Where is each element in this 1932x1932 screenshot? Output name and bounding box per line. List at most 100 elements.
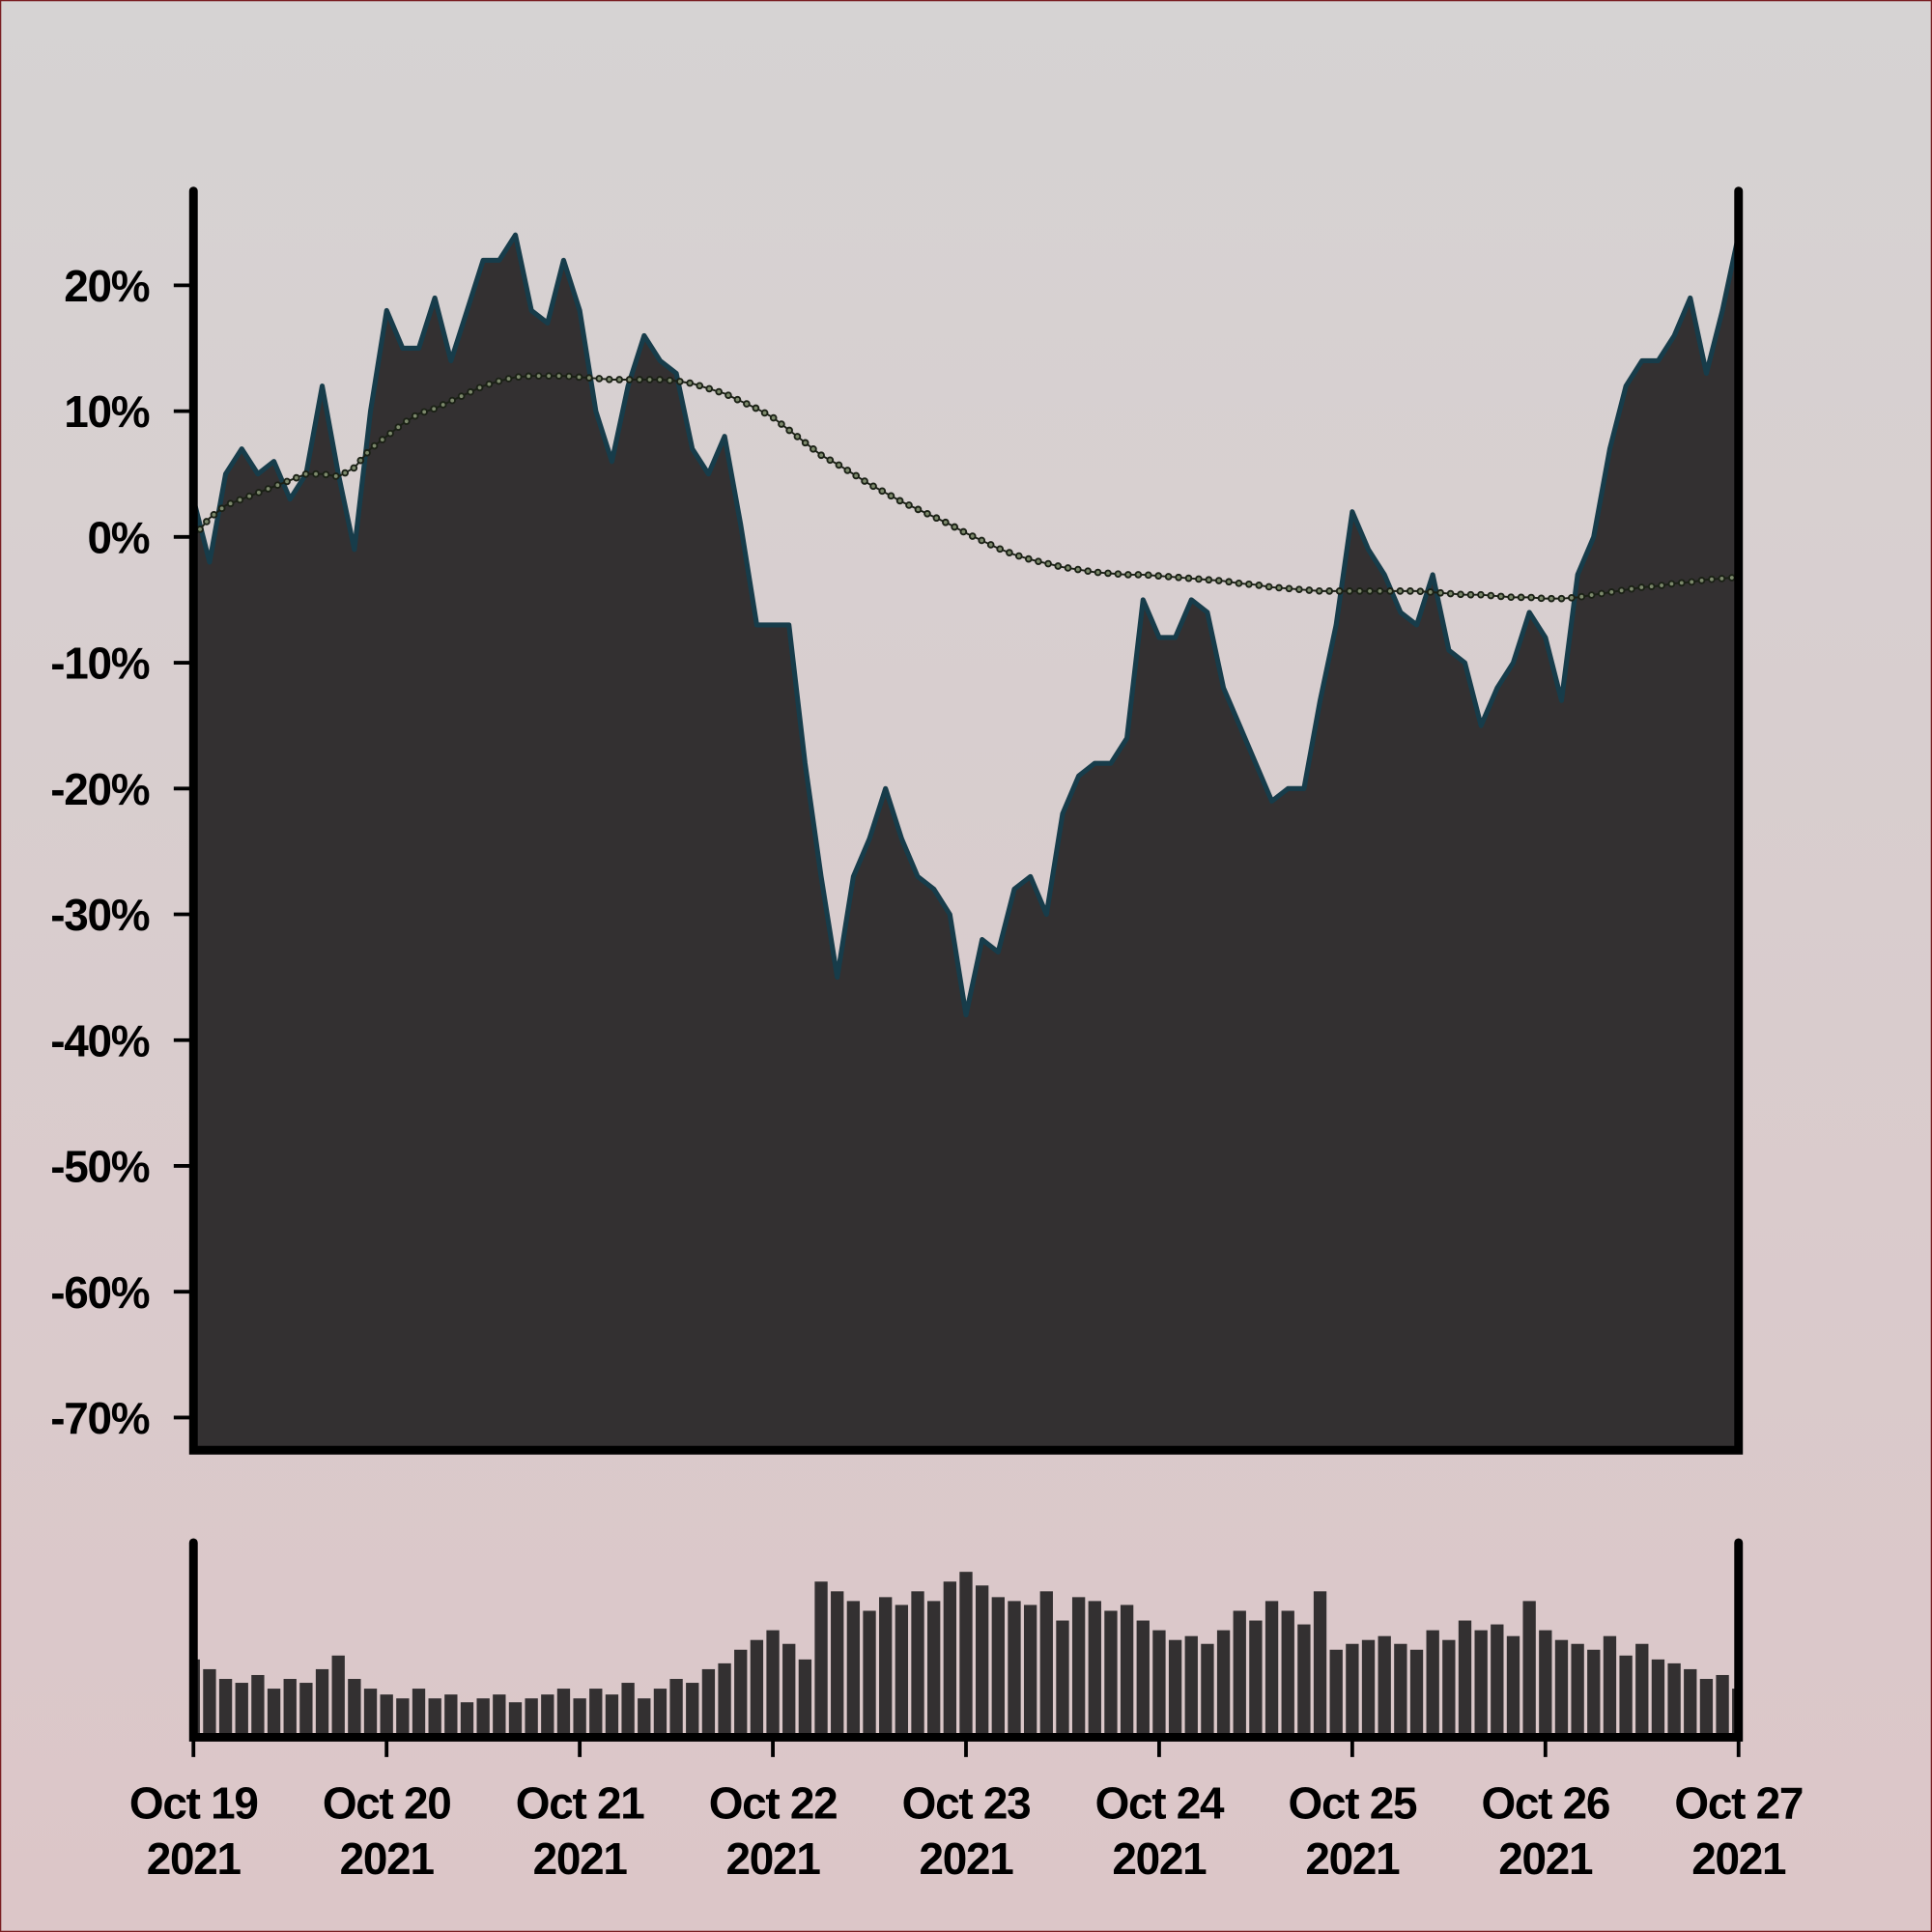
x-tick-label: Oct 26	[1481, 1778, 1609, 1829]
volume-bar	[1071, 1597, 1086, 1738]
volume-bar	[1506, 1635, 1520, 1738]
y-tick-label: -70%	[50, 1393, 150, 1443]
line-dots	[191, 374, 1741, 601]
volume-bar	[235, 1683, 248, 1738]
volume-bar	[621, 1683, 635, 1738]
volume-bar	[718, 1662, 731, 1738]
area	[193, 235, 1739, 1451]
volume-bar	[1120, 1605, 1134, 1738]
volume-bar	[750, 1639, 764, 1738]
volume-bar	[573, 1698, 586, 1738]
volume-bar	[1409, 1649, 1424, 1738]
x-tick-label: 2021	[726, 1833, 821, 1884]
volume-bar	[203, 1668, 216, 1738]
volume-bar	[1539, 1630, 1552, 1738]
x-tick-label: 2021	[1112, 1833, 1207, 1884]
y-tick-label: 10%	[64, 386, 150, 437]
volume-bar	[1249, 1620, 1263, 1738]
y-tick-label: 20%	[64, 261, 150, 311]
axes-frame	[188, 186, 1744, 1455]
volume-bar	[734, 1649, 748, 1738]
volume-bar	[444, 1694, 458, 1738]
volume-bar	[1297, 1624, 1311, 1738]
volume-bar	[782, 1643, 796, 1738]
volume-bar	[1088, 1601, 1101, 1738]
volume-bar	[218, 1679, 233, 1738]
volume-bar	[460, 1702, 474, 1738]
volume-bar	[1699, 1679, 1714, 1738]
volume-bar	[556, 1689, 571, 1738]
x-tick-label: 2021	[1498, 1833, 1593, 1884]
volume-bar	[879, 1597, 893, 1738]
volume-bar	[991, 1597, 1005, 1738]
y-tick-label: 0%	[88, 512, 150, 562]
y-tick-label: -40%	[50, 1015, 150, 1065]
volume-bar	[251, 1674, 265, 1738]
y-tick-label: -60%	[50, 1267, 150, 1318]
volume-bar	[1361, 1639, 1376, 1738]
volume-bar	[1684, 1668, 1697, 1738]
volume-bar	[299, 1683, 313, 1738]
volume-bar	[831, 1591, 844, 1738]
volume-bar	[1168, 1639, 1182, 1738]
volume-bar	[493, 1694, 506, 1738]
volume-bar	[701, 1668, 716, 1738]
volume-bar	[412, 1689, 426, 1738]
volume-bar	[638, 1698, 651, 1738]
volume-bar	[1619, 1655, 1633, 1738]
volume-bar	[1554, 1639, 1569, 1738]
volume-bar	[541, 1694, 554, 1738]
x-tick-label: Oct 24	[1095, 1778, 1225, 1829]
volume-bar	[814, 1581, 828, 1738]
x-tick-label: Oct 19	[129, 1778, 258, 1829]
volume-bar	[1008, 1601, 1021, 1738]
volume-bar	[1201, 1643, 1214, 1738]
volume-bar	[863, 1610, 876, 1738]
volume-bar	[1571, 1643, 1584, 1738]
x-tick-label: Oct 25	[1289, 1778, 1417, 1829]
volume-bar	[943, 1581, 957, 1738]
volume-bar	[1152, 1630, 1166, 1738]
volume-bar	[1184, 1635, 1198, 1738]
volume-bar	[1313, 1591, 1327, 1738]
volume-bar	[1104, 1610, 1118, 1738]
volume-bar	[895, 1605, 909, 1738]
volume-bar	[1635, 1643, 1649, 1738]
x-tick-label: 2021	[1305, 1833, 1400, 1884]
volume-bar	[686, 1683, 699, 1738]
volume-bar	[1491, 1624, 1504, 1738]
volume-bar	[428, 1698, 441, 1738]
y-tick-label: -20%	[50, 764, 150, 814]
volume-bar	[1442, 1639, 1456, 1738]
volume-bar	[589, 1689, 603, 1738]
volume-bar	[1264, 1601, 1279, 1738]
volume-bar	[476, 1698, 490, 1738]
volume-bar	[669, 1679, 683, 1738]
volume-bar	[798, 1659, 812, 1738]
volume-bar	[283, 1679, 297, 1738]
volume-bar	[1651, 1659, 1665, 1738]
volume-bar	[331, 1655, 345, 1738]
x-tick-label: Oct 27	[1674, 1778, 1803, 1829]
volume-bar	[766, 1630, 780, 1738]
x-tick-label: 2021	[919, 1833, 1013, 1884]
x-tick-label: 2021	[340, 1833, 435, 1884]
volume-bar	[363, 1689, 378, 1738]
volume-bar	[315, 1668, 329, 1738]
volume-bar	[1056, 1620, 1069, 1738]
volume-bar	[1281, 1610, 1294, 1738]
x-tick-label: 2021	[533, 1833, 628, 1884]
x-tick-label: Oct 22	[709, 1778, 838, 1829]
volume-bar	[1378, 1635, 1391, 1738]
volume-bar	[348, 1679, 361, 1738]
volume-bar	[1426, 1630, 1439, 1738]
y-tick-label: -50%	[50, 1142, 150, 1192]
volume-bar	[1039, 1591, 1053, 1738]
volume-bar	[1394, 1643, 1407, 1738]
volume-bar	[1458, 1620, 1472, 1738]
volume-bar	[846, 1601, 861, 1738]
volume-bar	[1716, 1674, 1729, 1738]
volume-bar	[1346, 1643, 1359, 1738]
x-tick-label: 2021	[147, 1833, 242, 1884]
volume-bar	[927, 1601, 941, 1738]
